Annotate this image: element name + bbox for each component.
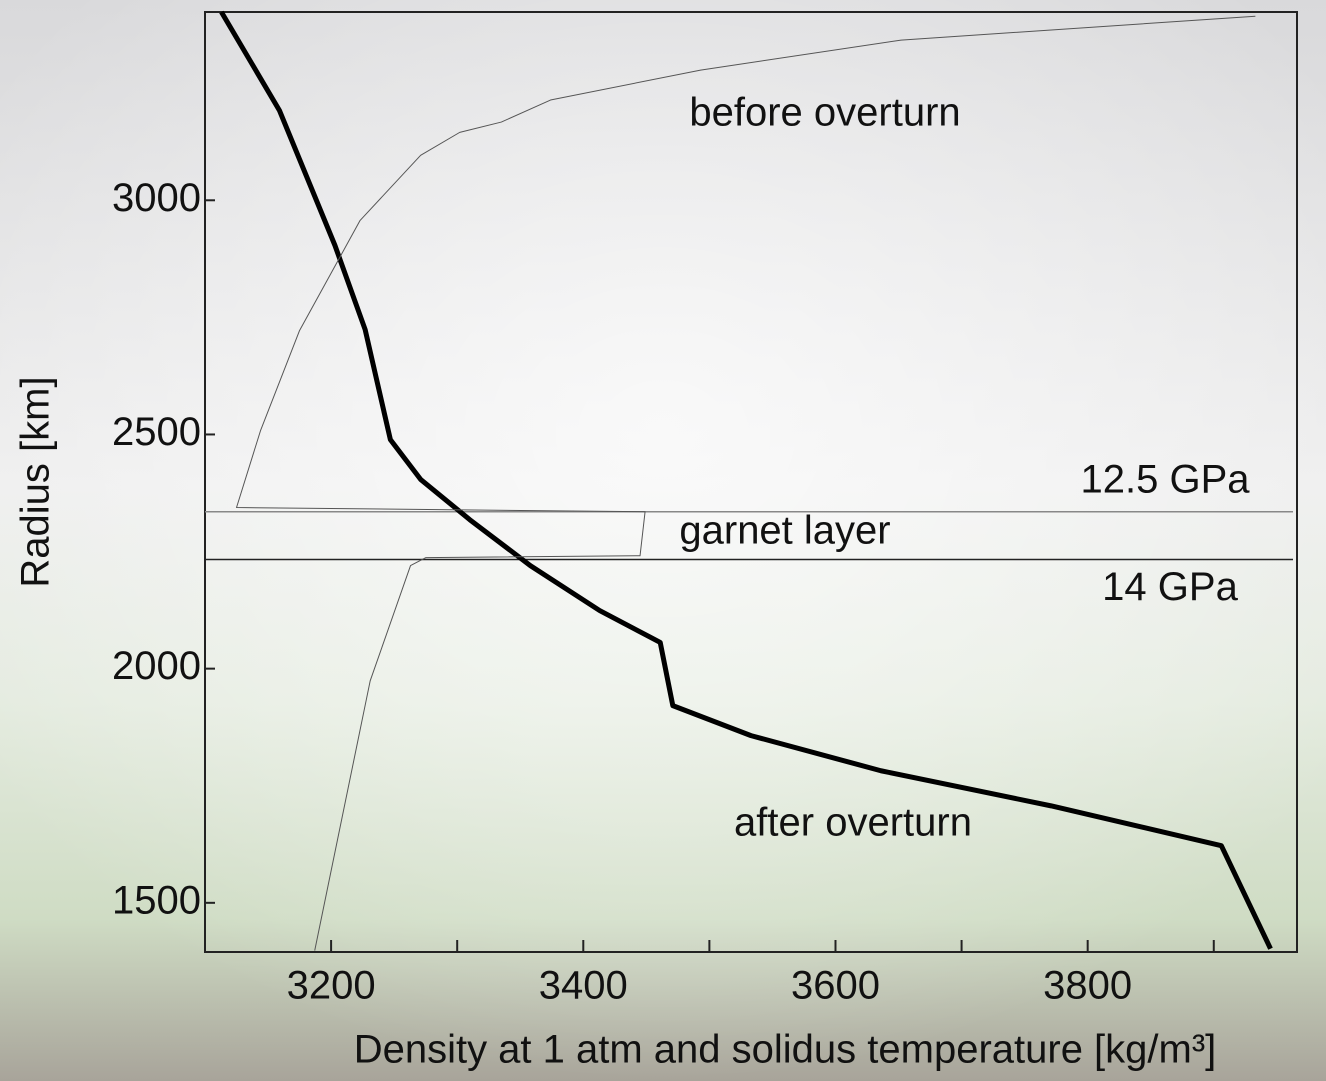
y-axis-label: Radius [km] [14,376,58,587]
annotation: before overturn [689,91,960,135]
annotation: after overturn [734,801,972,845]
y-tick-label: 1500 [112,878,201,922]
y-tick-label: 3000 [112,176,201,220]
annotation: garnet layer [679,509,890,553]
data-line [236,15,1256,951]
x-tick-label: 3400 [539,964,628,1008]
reference-label: 12.5 GPa [1080,457,1250,501]
plot-frame [204,11,1298,953]
x-tick-label: 3600 [791,964,880,1008]
reference-label: 14 GPa [1102,565,1238,609]
x-axis-label: Density at 1 atm and solidus temperature… [354,1028,1217,1072]
y-tick-label: 2500 [112,410,201,454]
data-line [219,10,1273,950]
x-tick-label: 3200 [287,964,376,1008]
x-tick-label: 3800 [1043,964,1132,1008]
y-tick-label: 2000 [112,644,201,688]
